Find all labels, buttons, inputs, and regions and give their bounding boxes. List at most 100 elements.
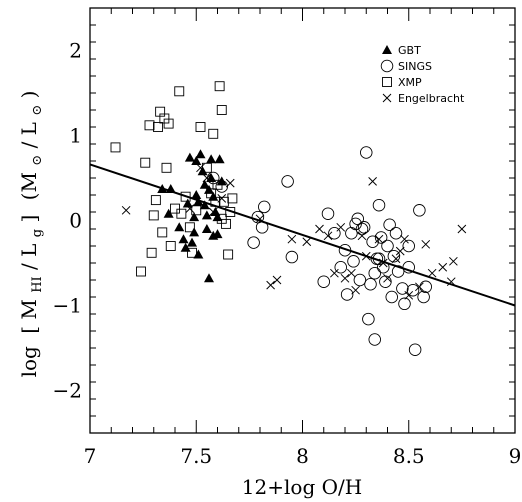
engelbracht-point <box>255 214 265 224</box>
sings-point <box>328 226 341 240</box>
legend-marker-engelbracht <box>382 93 392 103</box>
sings-point <box>402 239 416 253</box>
xmp-point <box>227 193 238 204</box>
cross-stroke <box>382 93 392 103</box>
x-tick-label: 7.5 <box>180 444 212 468</box>
gbt-point <box>184 152 195 162</box>
sings-point <box>419 280 433 294</box>
sings-point <box>340 288 354 301</box>
engelbracht-point <box>368 177 377 186</box>
fit-line <box>89 163 516 307</box>
xmp-point <box>170 203 180 214</box>
xmp-point <box>110 142 121 153</box>
y-label-units-close: ) <box>17 91 41 99</box>
xmp-point <box>216 105 227 115</box>
xmp-point <box>157 227 168 238</box>
gbt-point <box>201 210 212 220</box>
gbt-point <box>204 273 214 283</box>
engelbracht-point <box>336 222 346 232</box>
xmp-point <box>223 249 234 260</box>
engelbracht-point <box>361 251 371 261</box>
cross-stroke <box>361 251 371 261</box>
gbt-point <box>206 154 217 164</box>
xmp-point <box>144 120 155 131</box>
cross-stroke <box>340 273 350 283</box>
y-label-hi: HI <box>30 276 45 292</box>
engelbracht-point <box>391 254 401 264</box>
cross-stroke <box>208 207 218 217</box>
engelbracht-point <box>340 273 350 283</box>
gbt-point <box>191 156 202 165</box>
sings-point <box>381 239 394 253</box>
cross-stroke <box>457 224 467 234</box>
ticks <box>89 7 516 434</box>
sings-point <box>317 275 331 288</box>
cross-stroke <box>287 234 297 244</box>
gbt-point <box>199 179 210 189</box>
sings-point <box>258 200 271 214</box>
engelbracht-point <box>208 207 218 217</box>
cross-stroke <box>302 237 312 247</box>
engelbracht-point <box>427 268 437 278</box>
y-label-units-open: (M <box>17 172 41 200</box>
x-tick-label: 8 <box>296 444 309 468</box>
sings-point <box>383 218 396 231</box>
sings-point <box>413 204 426 217</box>
engelbracht-point <box>449 256 458 266</box>
legend-label-engelbracht: Engelbracht <box>398 92 465 105</box>
cross-stroke <box>391 254 401 264</box>
gbt-point <box>199 200 210 210</box>
y-label-bracket-close: ] <box>17 215 41 223</box>
fit-line-group <box>89 163 516 307</box>
xmp-point <box>191 205 202 216</box>
y-tick-label: 2 <box>69 39 82 63</box>
gbt-point <box>187 237 197 247</box>
engelbracht-point <box>323 231 333 241</box>
sings-point <box>347 255 360 268</box>
y-label-sun-1: ⊙ <box>30 155 45 166</box>
gbt-point <box>191 190 202 199</box>
sings-point <box>402 261 416 274</box>
sings-point <box>366 235 379 248</box>
cross-stroke <box>202 173 212 183</box>
sings-point <box>374 231 388 244</box>
engelbracht-point <box>121 205 131 215</box>
sings-point <box>353 273 367 287</box>
xmp-point <box>153 122 163 132</box>
cross-stroke <box>323 231 333 241</box>
plot-border <box>89 7 516 434</box>
engelbracht-point <box>351 285 360 295</box>
sings-point <box>338 243 352 257</box>
data-points <box>110 81 467 356</box>
engelbracht-point <box>217 194 227 203</box>
xmp-point <box>163 118 174 129</box>
y-tick-label: 0 <box>69 209 82 233</box>
x-tick-label: 9 <box>509 444 522 468</box>
xmp-point <box>212 179 223 190</box>
engelbracht-point <box>315 224 324 234</box>
gbt-point <box>212 229 223 239</box>
sings-point <box>387 249 401 263</box>
sings-point <box>345 226 358 240</box>
engelbracht-point <box>378 258 388 268</box>
sings-point <box>247 236 260 249</box>
sings-point <box>408 343 422 356</box>
cross-stroke <box>374 234 384 244</box>
sings-point <box>406 283 420 297</box>
legend-marker-xmp <box>382 77 392 87</box>
xmp-point <box>148 210 159 221</box>
sings-point <box>281 175 294 188</box>
engelbracht-point <box>272 275 282 285</box>
legend-label-gbt: GBT <box>398 44 421 57</box>
y-label-units-mid: / L <box>17 122 41 148</box>
gbt-point <box>195 149 206 159</box>
cross-stroke <box>217 194 227 203</box>
xmp-point <box>176 208 187 219</box>
cross-stroke <box>121 205 131 215</box>
sings-point <box>349 217 362 231</box>
y-tick-label: −1 <box>53 294 82 318</box>
gbt-point <box>174 222 185 232</box>
sings-point <box>362 312 375 326</box>
cross-stroke <box>449 256 458 266</box>
